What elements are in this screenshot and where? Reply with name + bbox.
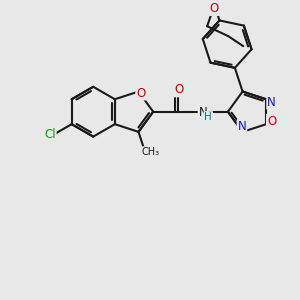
Text: CH₃: CH₃ xyxy=(142,147,160,157)
Text: O: O xyxy=(210,2,219,15)
Text: Cl: Cl xyxy=(44,128,56,141)
Text: H: H xyxy=(204,112,212,122)
Text: O: O xyxy=(136,86,146,100)
Text: N: N xyxy=(199,106,207,119)
Text: O: O xyxy=(174,83,183,96)
Text: N: N xyxy=(267,96,276,109)
Text: N: N xyxy=(238,120,246,133)
Text: O: O xyxy=(267,115,276,128)
